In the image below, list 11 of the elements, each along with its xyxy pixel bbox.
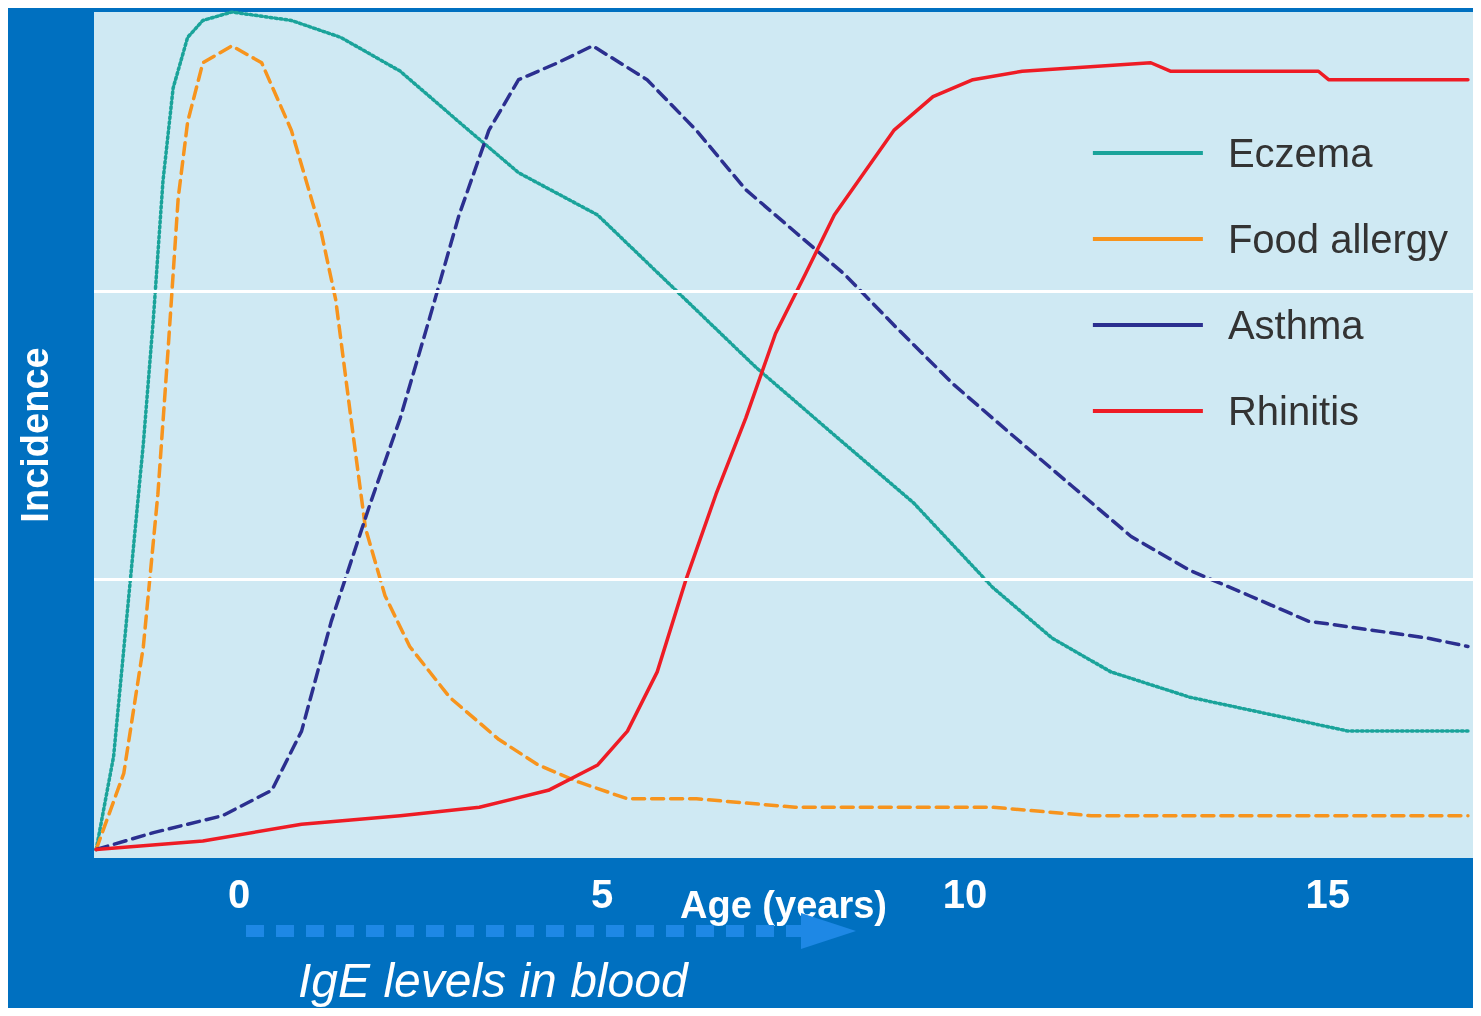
legend-label: Eczema xyxy=(1227,131,1374,175)
legend-label: Rhinitis xyxy=(1227,389,1360,433)
y-axis-title: Incidence xyxy=(14,347,56,523)
x-tick-label: 10 xyxy=(942,872,988,916)
legend-label: Food allergy xyxy=(1227,217,1449,261)
x-tick-label: 15 xyxy=(1305,872,1351,916)
legend-label: Asthma xyxy=(1227,303,1365,347)
x-axis-title: Age (years) xyxy=(680,884,887,926)
x-tick-label: 0 xyxy=(228,872,251,916)
text: IgE levels in blood xyxy=(298,953,688,1008)
x-tick-label: 5 xyxy=(590,872,614,916)
